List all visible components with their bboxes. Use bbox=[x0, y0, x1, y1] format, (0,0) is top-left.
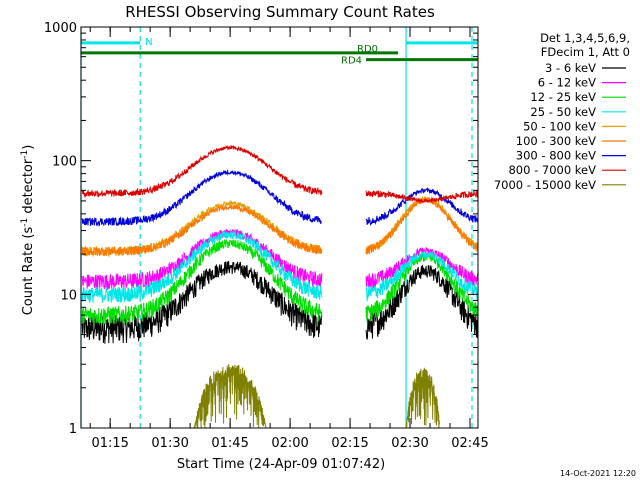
y-tick-label-0: 1 bbox=[69, 422, 77, 437]
series-line-5-orbit-1 bbox=[81, 204, 323, 257]
flag-label-0: N bbox=[145, 37, 152, 48]
x-axis-label: Start Time (24-Apr-09 01:07:42) bbox=[177, 457, 385, 472]
series-line-7-orbit-2 bbox=[365, 190, 479, 205]
series-line-6-orbit-1 bbox=[81, 169, 322, 227]
series-line-1-orbit-2 bbox=[365, 246, 479, 289]
legend-entry-label-4: 50 - 100 keV bbox=[523, 119, 596, 133]
legend-header-line2: FDecim 1, Att 0 bbox=[541, 45, 630, 59]
y-axis-label-sup2: -1 bbox=[20, 150, 30, 159]
series-line-3-orbit-2 bbox=[365, 250, 479, 302]
series-line-3-orbit-1 bbox=[81, 229, 323, 303]
x-tick-label-1: 01:30 bbox=[151, 436, 188, 451]
legend-entry-label-3: 25 - 50 keV bbox=[530, 105, 596, 119]
chart-title: RHESSI Observing Summary Count Rates bbox=[125, 3, 435, 21]
footer-date: 14-Oct-2021 12:20 bbox=[560, 469, 636, 478]
legend-header-line1: Det 1,3,4,5,6,9, bbox=[540, 31, 630, 45]
flag-label-3: RD4 bbox=[341, 56, 362, 67]
x-tick-label-6: 02:45 bbox=[451, 436, 488, 451]
y-axis-label-part3: ) bbox=[21, 145, 36, 150]
y-axis-label-sup1: -1 bbox=[20, 218, 30, 227]
legend-entry-label-5: 100 - 300 keV bbox=[516, 134, 596, 148]
series-line-8-part-0 bbox=[193, 364, 267, 429]
x-tick-label-0: 01:15 bbox=[91, 436, 128, 451]
series-line-8-part-1 bbox=[405, 367, 441, 429]
y-tick-label-3: 1000 bbox=[44, 21, 77, 36]
legend-entry-label-8: 7000 - 15000 keV bbox=[494, 178, 596, 192]
series-line-6-orbit-2 bbox=[365, 187, 479, 227]
x-tick-label-2: 01:45 bbox=[211, 436, 248, 451]
y-axis-label-part2: detector bbox=[21, 158, 36, 218]
legend-entry-label-7: 800 - 7000 keV bbox=[508, 163, 596, 177]
legend-entry-label-6: 300 - 800 keV bbox=[516, 149, 596, 163]
series-line-7-orbit-1 bbox=[81, 144, 323, 199]
y-tick-label-1: 10 bbox=[60, 288, 77, 303]
series-line-2-orbit-2 bbox=[365, 252, 479, 323]
series-line-2-orbit-1 bbox=[81, 238, 323, 326]
y-axis-label: Count Rate (s-1 detector-1) bbox=[20, 145, 36, 316]
legend-entry-label-1: 6 - 12 keV bbox=[538, 76, 596, 90]
flag-label-1: RD0 bbox=[357, 44, 378, 55]
legend-entry-label-0: 3 - 6 keV bbox=[545, 61, 596, 75]
legend-entry-label-2: 12 - 25 keV bbox=[530, 90, 596, 104]
x-tick-label-4: 02:15 bbox=[331, 436, 368, 451]
x-tick-label-3: 02:00 bbox=[271, 436, 308, 451]
axes-layer: 1 10 100 1000 01:15 01:30 01:45 02:00 02:15 02:30… bbox=[44, 21, 489, 451]
plot-frame bbox=[80, 26, 479, 429]
y-axis-label-part1: Count Rate (s bbox=[21, 227, 36, 316]
y-tick-label-2: 100 bbox=[52, 155, 77, 170]
x-tick-label-5: 02:30 bbox=[391, 436, 428, 451]
series-line-0-orbit-2 bbox=[365, 264, 479, 340]
